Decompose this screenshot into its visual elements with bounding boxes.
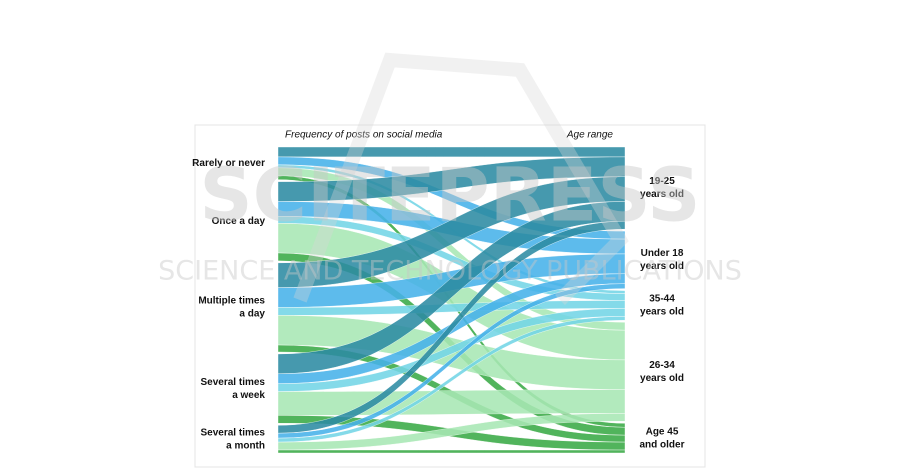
source-label: Rarely or never [192,158,265,169]
target-label: years old [640,373,684,384]
target-label: 35-44 [649,294,675,305]
left-title: Frequency of posts on social media [285,130,443,141]
target-label: years old [640,307,684,318]
flow [277,283,626,439]
target-label: years old [640,189,684,200]
source-label: a day [239,309,265,320]
flow [277,413,626,451]
source-label: a month [226,440,265,451]
watermark-subtitle: SCIENCE AND TECHNOLOGY PUBLICATIONS [158,256,742,287]
flows [277,146,626,454]
flow [277,389,626,416]
target-label: Under 18 [641,248,684,259]
flow [277,221,626,434]
source-label: Multiple times [198,296,265,307]
source-label: a week [232,390,265,401]
labels: Rarely or never Once a day Multiple times a… [192,158,684,451]
target-label: Age 45 [646,426,679,437]
target-label: 19-25 [649,176,675,187]
flow [277,316,626,443]
source-label: Once a day [212,216,266,227]
watermark-logo [293,52,629,305]
source-label: Several times [201,427,266,438]
flow [277,449,626,454]
right-title: Age range [566,130,614,141]
watermark-title: SCITEPRESS [199,153,700,239]
target-label: 26-34 [649,360,675,371]
target-label: and older [639,439,684,450]
target-label: years old [640,261,684,272]
source-label: Several times [201,377,266,388]
